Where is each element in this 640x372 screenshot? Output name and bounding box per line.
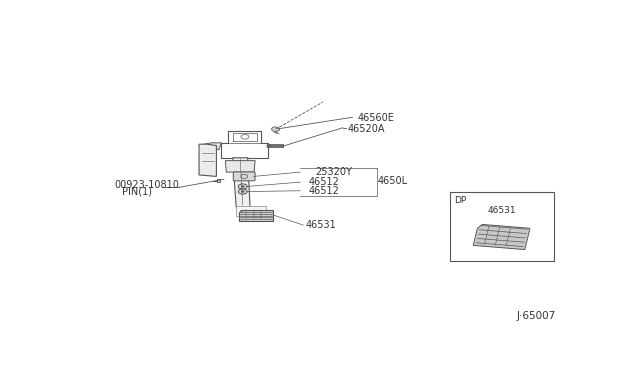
- Ellipse shape: [267, 145, 270, 147]
- Text: 46512: 46512: [308, 186, 339, 196]
- Circle shape: [241, 191, 244, 192]
- Text: 00923-10810: 00923-10810: [115, 180, 180, 190]
- Text: 46560E: 46560E: [358, 113, 395, 123]
- Polygon shape: [239, 210, 273, 221]
- Text: 46520A: 46520A: [348, 124, 385, 134]
- Text: DP: DP: [454, 196, 467, 205]
- Polygon shape: [473, 224, 530, 250]
- Circle shape: [271, 127, 280, 132]
- Circle shape: [238, 184, 247, 189]
- Polygon shape: [199, 144, 216, 176]
- FancyBboxPatch shape: [233, 172, 255, 181]
- Circle shape: [238, 189, 247, 194]
- Text: J·65007: J·65007: [517, 311, 556, 321]
- Text: PIN(1): PIN(1): [122, 186, 152, 196]
- Polygon shape: [233, 158, 250, 208]
- Bar: [449, 192, 554, 261]
- Text: 4650L: 4650L: [378, 176, 408, 186]
- Polygon shape: [236, 206, 266, 216]
- Text: 46531: 46531: [487, 206, 516, 215]
- Text: 46512: 46512: [308, 177, 339, 187]
- Bar: [217, 179, 220, 182]
- Polygon shape: [225, 161, 255, 172]
- Circle shape: [241, 186, 244, 187]
- Text: 46531: 46531: [306, 220, 337, 230]
- Text: 25320Y: 25320Y: [316, 167, 353, 177]
- Polygon shape: [204, 143, 221, 150]
